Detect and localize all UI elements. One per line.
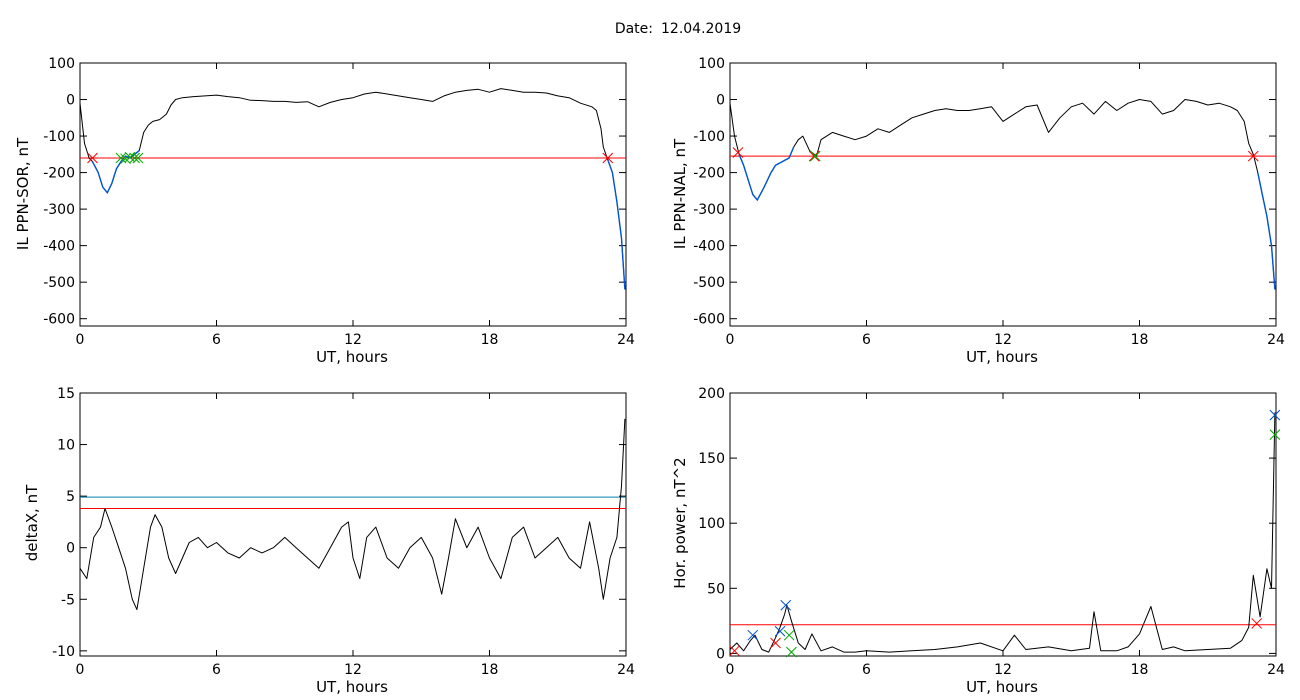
- panel-0-highlight-segment-1: [607, 159, 626, 290]
- panel-1-ytick-label-2: -100: [693, 129, 725, 145]
- panel-3-xtick-label-4: 24: [1267, 662, 1285, 678]
- panel-0-xtick-label-2: 12: [344, 332, 362, 348]
- panel-3-marker-5: [783, 629, 795, 641]
- panel-2-ylabel: deltaX, nT: [23, 484, 41, 561]
- panel-3-ytick-label-3: 50: [707, 581, 725, 597]
- panel-2-xtick-label-2: 12: [344, 662, 362, 678]
- panel-3-ytick-label-1: 150: [698, 451, 725, 467]
- panel-1-plot-frame: [729, 62, 1277, 327]
- panel-0-marker-0: [87, 152, 98, 164]
- panel-1-xtick-label-2: 12: [994, 332, 1012, 348]
- panel-3-series-0: [729, 412, 1276, 653]
- panel-3-marker-3: [774, 625, 786, 637]
- panel-2-series-0: [79, 418, 626, 611]
- panel-1-highlight-segment-1: [1257, 172, 1276, 290]
- panel-3-ytick-label-0: 200: [698, 386, 725, 402]
- panel-2-ytick-label-5: -10: [52, 644, 75, 660]
- panel-1-series-0: [729, 99, 1276, 290]
- panel-0-ytick-label-3: -200: [43, 166, 75, 182]
- panel-1-ylabel: IL PPN-NAL, nT: [671, 138, 689, 249]
- panel-0-xtick-label-3: 18: [481, 332, 499, 348]
- panel-0-marker-1: [115, 152, 127, 164]
- panel-3-xtick-label-1: 6: [862, 662, 871, 678]
- panel-3-marker-1: [747, 629, 759, 641]
- panel-0-marker-5: [132, 152, 144, 164]
- panel-1-ytick-label-0: 100: [698, 56, 725, 72]
- panel-3-marker-7: [1251, 618, 1263, 629]
- panel-1-marker-2: [809, 150, 821, 162]
- panel-2-ytick-label-1: 10: [57, 438, 75, 454]
- panel-2-ytick-label-2: 5: [66, 489, 75, 505]
- panel-0-xtick-label-1: 6: [212, 332, 221, 348]
- panel-3-marker-9: [1269, 429, 1281, 441]
- panel-delta-x: deltaX, nT UT, hours 0 6 12 18 24 15 10 5 0 -5 -10: [23, 386, 635, 696]
- panel-3-marker-4: [780, 599, 792, 611]
- panel-2-xtick-label-1: 6: [212, 662, 221, 678]
- panel-1-xtick-label-3: 18: [1131, 332, 1149, 348]
- panel-1-ytick-label-1: 0: [716, 93, 725, 109]
- panel-3-marker-2: [770, 637, 781, 649]
- panel-1-ytick-label-6: -500: [693, 275, 725, 291]
- panel-nal-magnetometer: IL PPN-NAL, nT UT, hours 0 6 12 18 24 100 0 -10…: [671, 56, 1285, 366]
- panel-2-xlabel: UT, hours: [316, 678, 388, 696]
- panel-0-ytick-label-7: -600: [43, 312, 75, 328]
- panel-sor-magnetometer: IL PPN-SOR, nT UT, hours 0 6 12 18 24 100 0 -10…: [14, 56, 635, 366]
- panel-1-xtick-label-1: 6: [862, 332, 871, 348]
- panel-3-marker-8: [1269, 409, 1281, 421]
- panel-3-ytick-label-4: 0: [716, 646, 725, 662]
- panel-3-plot-frame: [729, 392, 1277, 657]
- panel-2-xtick-label-0: 0: [76, 662, 85, 678]
- panel-2-ytick-label-0: 15: [57, 386, 75, 402]
- panel-horizontal-power: Hor. power, nT^2 UT, hours 0 6 12 18 24 200 15…: [671, 386, 1285, 696]
- panel-1-ytick-label-3: -200: [693, 166, 725, 182]
- panel-3-xtick-label-0: 0: [726, 662, 735, 678]
- panel-1-ytick-label-7: -600: [693, 312, 725, 328]
- panel-0-ytick-label-6: -500: [43, 275, 75, 291]
- panel-3-marker-6: [786, 646, 797, 658]
- panel-3-xtick-label-3: 18: [1131, 662, 1149, 678]
- panel-2-xtick-label-4: 24: [617, 662, 635, 678]
- panel-3-xtick-label-2: 12: [994, 662, 1012, 678]
- panel-3-xlabel: UT, hours: [966, 678, 1038, 696]
- panel-1-xtick-label-0: 0: [726, 332, 735, 348]
- panel-2-xtick-label-3: 18: [481, 662, 499, 678]
- panel-1-marker-1: [808, 150, 820, 162]
- panel-0-series-0: [79, 88, 626, 290]
- panel-3-marker-0: [729, 645, 740, 657]
- panel-0-xtick-label-4: 24: [617, 332, 635, 348]
- panel-0-ylabel: IL PPN-SOR, nT: [14, 137, 32, 250]
- panel-1-marker-0: [732, 147, 744, 158]
- panel-1-ytick-label-4: -300: [693, 202, 725, 218]
- panel-0-ytick-label-1: 0: [66, 93, 75, 109]
- panel-0-ytick-label-2: -100: [43, 129, 75, 145]
- panel-0-plot-frame: [79, 62, 627, 327]
- panel-3-ytick-label-2: 100: [698, 516, 725, 532]
- panel-2-ytick-label-3: 0: [66, 541, 75, 557]
- panel-0-xtick-label-0: 0: [76, 332, 85, 348]
- panel-0-ytick-label-5: -400: [43, 239, 75, 255]
- panel-1-ytick-label-5: -400: [693, 239, 725, 255]
- panel-1-xtick-label-4: 24: [1267, 332, 1285, 348]
- figure-title-date: 12.04.2019: [661, 21, 741, 37]
- panel-0-ytick-label-0: 100: [48, 56, 75, 72]
- panel-0-marker-4: [129, 152, 140, 164]
- panel-0-highlight-segment-0: [91, 150, 140, 194]
- panel-0-xlabel: UT, hours: [316, 348, 388, 366]
- figure-title-label: Date:: [615, 21, 653, 37]
- panel-1-highlight-segment-0: [738, 146, 795, 202]
- panel-0-ytick-label-4: -300: [43, 202, 75, 218]
- panel-3-ylabel: Hor. power, nT^2: [671, 457, 689, 588]
- panel-2-ytick-label-4: -5: [61, 592, 75, 608]
- panel-2-plot-frame: [79, 392, 627, 657]
- panel-0-marker-6: [602, 152, 614, 164]
- panel-1-xlabel: UT, hours: [966, 348, 1038, 366]
- panel-1-marker-3: [1247, 150, 1259, 162]
